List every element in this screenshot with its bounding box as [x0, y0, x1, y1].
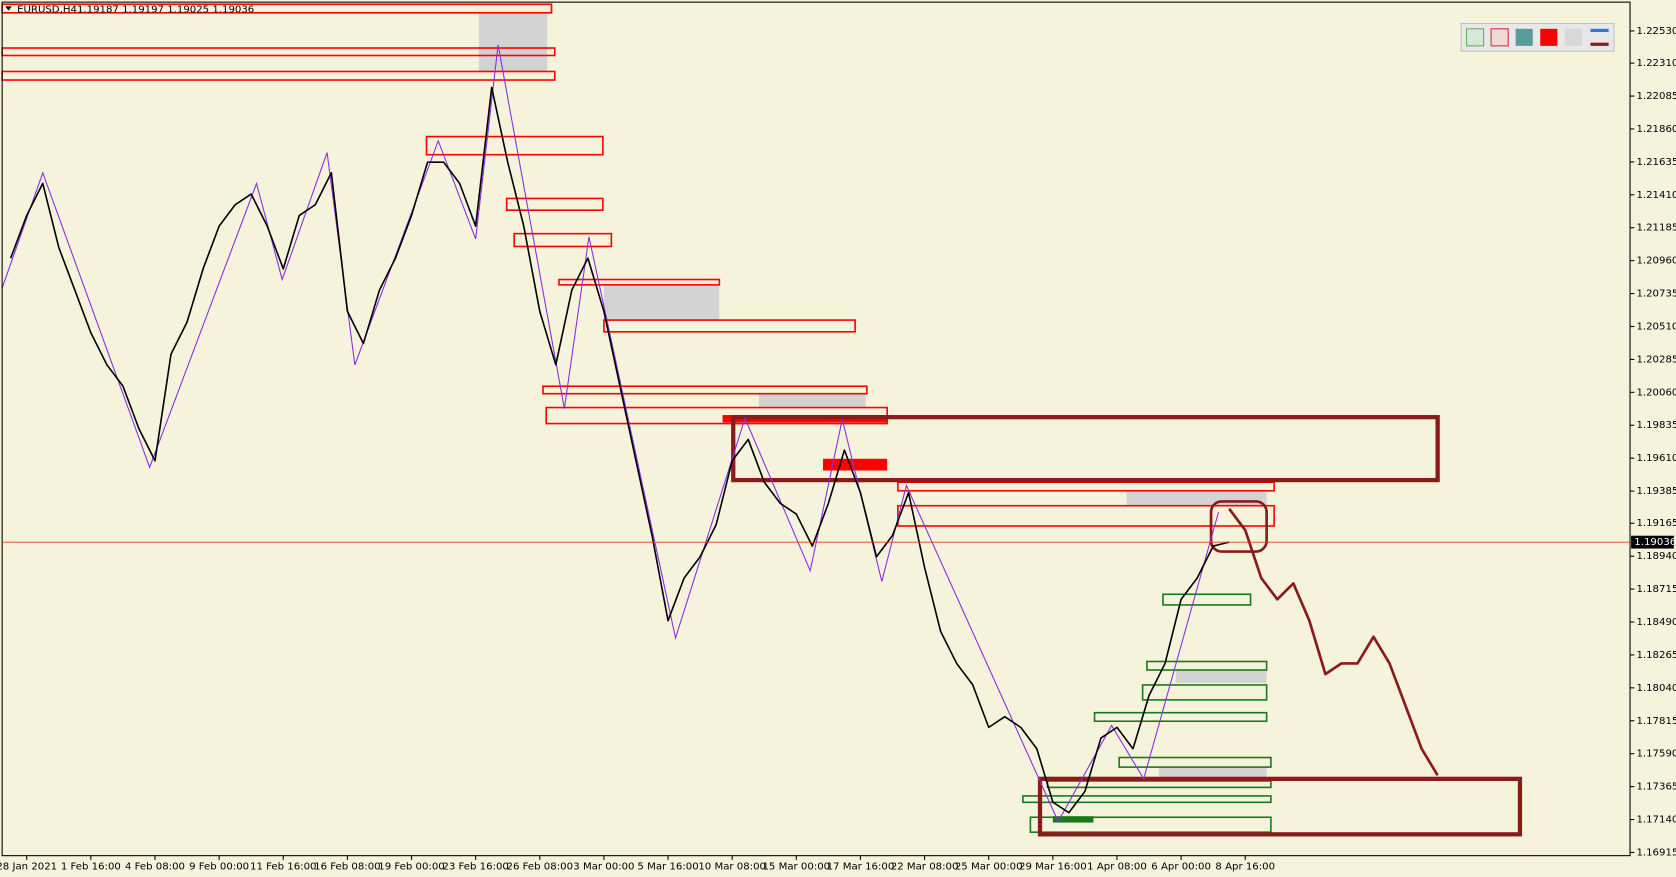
x-tick-label: 15 Mar 00:00: [762, 861, 830, 872]
zone: [758, 393, 866, 408]
y-tick-label: 1.19610: [1636, 453, 1676, 464]
y-tick-label: 1.22310: [1636, 58, 1676, 69]
y-tick-label: 1.17815: [1636, 716, 1676, 727]
x-tick-label: 10 Mar 08:00: [698, 861, 766, 872]
zone: [1146, 660, 1268, 671]
zone: [505, 197, 604, 211]
tool-icon[interactable]: [1515, 28, 1533, 46]
y-tick-label: 1.21860: [1636, 124, 1676, 135]
last-price-label: 1.19036: [1634, 537, 1676, 548]
zone: [1052, 816, 1094, 823]
zone: [1162, 593, 1252, 606]
toolbar: [1460, 22, 1615, 52]
tool-icon[interactable]: [1540, 28, 1558, 46]
zone: [1141, 684, 1268, 701]
zone: [1022, 795, 1272, 804]
zone: [1209, 500, 1268, 553]
x-tick-label: 1 Feb 16:00: [61, 861, 121, 872]
price-line: [1228, 507, 1439, 777]
y-tick-label: 1.19165: [1636, 518, 1676, 529]
x-tick-label: 11 Feb 16:00: [250, 861, 316, 872]
y-tick-label: 1.16915: [1636, 847, 1676, 858]
tool-icon[interactable]: [1564, 28, 1582, 46]
y-tick-label: 1.20960: [1636, 256, 1676, 267]
x-tick-label: 8 Apr 16:00: [1215, 861, 1275, 872]
price-line: [9, 86, 1230, 814]
zone: [513, 232, 613, 248]
zone: [1118, 756, 1272, 768]
y-tick-label: 1.20510: [1636, 321, 1676, 332]
y-tick-label: 1.17140: [1636, 815, 1676, 826]
last-price-box: [1631, 535, 1674, 549]
zone: [897, 504, 1275, 527]
zone: [1093, 711, 1268, 723]
x-tick-label: 16 Feb 08:00: [314, 861, 380, 872]
chart-title: EURUSD,H4: [17, 5, 77, 16]
tool-icon[interactable]: [1590, 42, 1609, 46]
y-tick-label: 1.18715: [1636, 584, 1676, 595]
x-tick-label: 17 Mar 16:00: [827, 861, 895, 872]
y-tick-label: 1.18040: [1636, 683, 1676, 694]
y-tick-label: 1.19385: [1636, 486, 1676, 497]
y-tick-label: 1.17365: [1636, 782, 1676, 793]
x-tick-label: 9 Feb 00:00: [189, 861, 249, 872]
y-tick-label: 1.22085: [1636, 91, 1676, 102]
y-tick-label: 1.18490: [1636, 617, 1676, 628]
x-tick-label: 6 Apr 00:00: [1151, 861, 1211, 872]
y-tick-label: 1.20285: [1636, 354, 1676, 365]
y-tick-label: 1.18940: [1636, 551, 1676, 562]
toolbar-panel: [1460, 22, 1615, 52]
zone: [603, 284, 720, 321]
tool-icon[interactable]: [1490, 28, 1509, 47]
zone: [603, 319, 856, 333]
x-tick-label: 19 Feb 00:00: [378, 861, 444, 872]
y-tick-label: 1.20735: [1636, 289, 1676, 300]
zone: [823, 458, 888, 471]
x-tick-label: 29 Mar 16:00: [1019, 861, 1087, 872]
collapse-arrow[interactable]: [5, 6, 12, 11]
tool-icon[interactable]: [1465, 28, 1485, 47]
zone: [1175, 670, 1267, 683]
y-tick-label: 1.22530: [1636, 26, 1676, 37]
x-tick-label: 28 Jan 2021: [0, 861, 57, 872]
zone: [1037, 776, 1523, 837]
y-tick-label: 1.21410: [1636, 190, 1676, 201]
y-tick-label: 1.17590: [1636, 749, 1676, 760]
x-tick-label: 22 Mar 08:00: [891, 861, 959, 872]
x-tick-label: 3 Mar 00:00: [573, 861, 634, 872]
plot-frame: [1, 1, 1631, 857]
x-tick-label: 4 Feb 08:00: [125, 861, 185, 872]
y-tick-label: 1.21185: [1636, 223, 1676, 234]
x-tick-label: 26 Feb 08:00: [507, 861, 573, 872]
zone: [1158, 767, 1267, 777]
y-tick-label: 1.19835: [1636, 420, 1676, 431]
zone: [1126, 490, 1267, 506]
x-tick-label: 1 Apr 08:00: [1087, 861, 1147, 872]
x-tick-label: 5 Mar 16:00: [637, 861, 698, 872]
ohlc-text: 1.19187 1.19197 1.19025 1.19036: [77, 5, 254, 16]
tool-icon[interactable]: [1590, 28, 1609, 33]
y-tick-label: 1.18265: [1636, 650, 1676, 661]
y-tick-label: 1.21635: [1636, 157, 1676, 168]
zone: [478, 12, 548, 72]
zone: [731, 415, 1440, 483]
zone: [558, 278, 721, 286]
x-tick-label: 25 Mar 00:00: [955, 861, 1023, 872]
y-tick-label: 1.20060: [1636, 387, 1676, 398]
zone: [542, 385, 868, 395]
x-tick-label: 23 Feb 16:00: [442, 861, 508, 872]
